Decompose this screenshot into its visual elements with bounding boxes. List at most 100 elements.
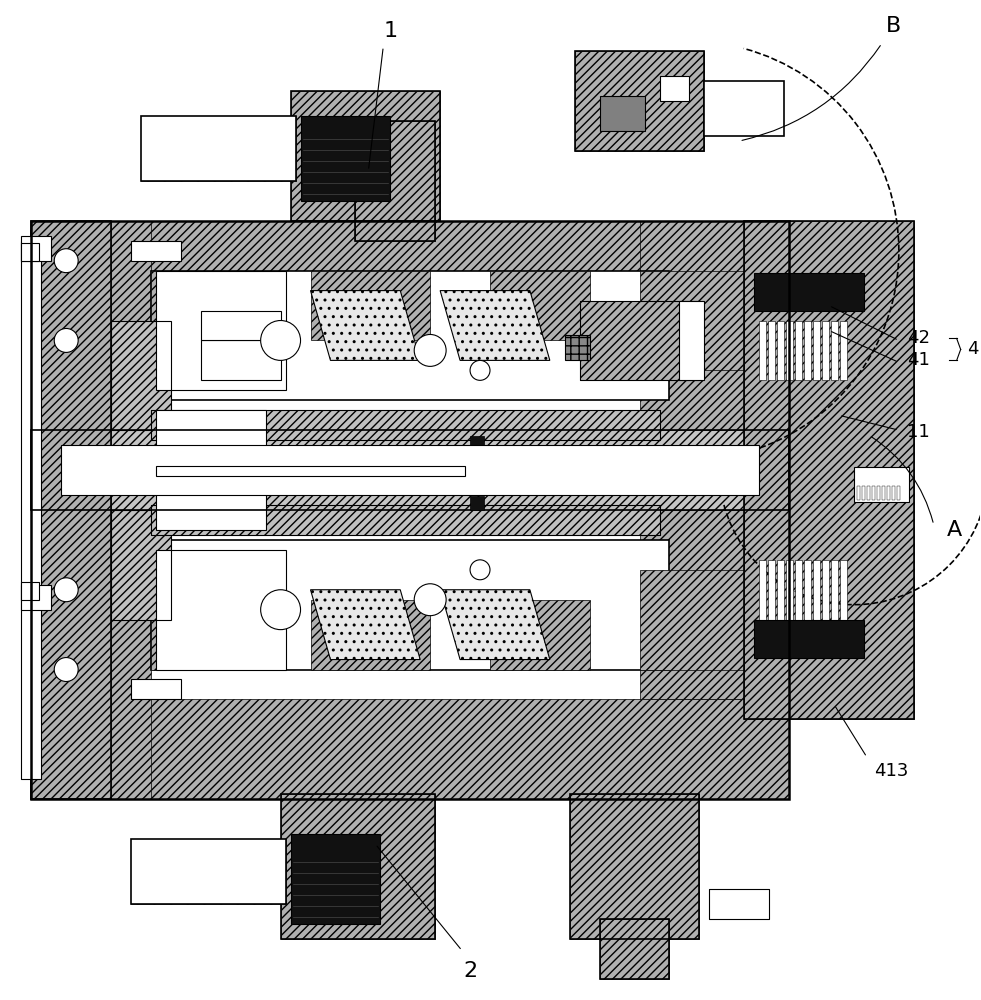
Bar (156, 462, 465, 480)
Bar (156, 466, 465, 476)
Bar (470, 436, 484, 450)
Polygon shape (311, 291, 420, 360)
Bar (759, 321, 766, 380)
Bar (151, 505, 659, 535)
Bar (804, 321, 811, 380)
Bar (156, 410, 266, 460)
Bar (831, 321, 838, 380)
Bar (156, 271, 285, 390)
Bar (141, 116, 295, 181)
Text: 4: 4 (966, 340, 978, 358)
Bar (796, 321, 802, 380)
Bar (131, 450, 171, 490)
Bar (151, 271, 669, 400)
Bar (22, 243, 39, 261)
Bar (882, 486, 885, 500)
Bar (131, 679, 181, 699)
Bar (490, 600, 590, 670)
Bar (490, 271, 590, 340)
Bar (156, 480, 266, 530)
Bar (281, 794, 436, 939)
Text: 413: 413 (874, 762, 908, 780)
Bar (857, 486, 860, 500)
Bar (754, 620, 864, 658)
Bar (575, 51, 704, 151)
Circle shape (414, 584, 446, 616)
Bar (151, 540, 669, 670)
Bar (22, 236, 51, 261)
Bar (570, 794, 699, 939)
Bar (61, 445, 759, 495)
Bar (640, 221, 789, 699)
Bar (599, 919, 669, 979)
Bar (575, 51, 704, 151)
Bar (570, 794, 699, 939)
Bar (640, 570, 749, 670)
Bar (862, 486, 865, 500)
Bar (290, 91, 440, 221)
Circle shape (470, 360, 490, 380)
Bar (355, 121, 436, 241)
Bar (22, 585, 51, 610)
Bar (768, 560, 775, 620)
Bar (831, 560, 838, 620)
Bar (840, 321, 847, 380)
Bar (156, 590, 285, 670)
Bar (822, 560, 829, 620)
Bar (565, 335, 590, 360)
Bar (599, 96, 645, 131)
Bar (111, 510, 171, 620)
Text: 2: 2 (463, 961, 477, 981)
Bar (709, 889, 769, 919)
Bar (680, 301, 704, 380)
Bar (872, 486, 875, 500)
Bar (709, 889, 769, 919)
Bar (201, 311, 281, 340)
Bar (311, 600, 431, 670)
Bar (111, 510, 171, 620)
Bar (300, 116, 390, 201)
Bar (141, 116, 295, 181)
Bar (745, 221, 913, 719)
Text: 1: 1 (384, 21, 397, 41)
Bar (867, 486, 870, 500)
Bar (31, 430, 789, 510)
Bar (31, 699, 789, 799)
Bar (580, 301, 699, 380)
Text: B: B (886, 16, 902, 36)
Bar (156, 462, 465, 480)
Bar (31, 221, 111, 799)
Bar (813, 560, 820, 620)
Bar (31, 430, 789, 510)
Bar (580, 301, 699, 380)
Bar (897, 486, 900, 500)
Polygon shape (311, 590, 420, 660)
Bar (290, 91, 440, 221)
Bar (840, 560, 847, 620)
Bar (887, 486, 890, 500)
Bar (131, 839, 285, 904)
Circle shape (54, 578, 78, 602)
Bar (111, 321, 171, 430)
Bar (786, 321, 794, 380)
Bar (796, 560, 802, 620)
Circle shape (261, 321, 300, 360)
Bar (156, 550, 285, 670)
Bar (854, 467, 908, 502)
Circle shape (54, 658, 78, 681)
Bar (151, 410, 659, 440)
Bar (151, 505, 659, 535)
Bar (290, 834, 381, 924)
Circle shape (414, 334, 446, 366)
Bar (759, 560, 766, 620)
Bar (151, 271, 251, 340)
Text: 41: 41 (906, 351, 930, 369)
Bar (877, 486, 880, 500)
Bar (754, 273, 864, 311)
Bar (31, 231, 729, 799)
Bar (822, 321, 829, 380)
Bar (599, 919, 669, 979)
Bar (31, 221, 789, 799)
Bar (777, 560, 784, 620)
Text: 42: 42 (906, 329, 930, 347)
